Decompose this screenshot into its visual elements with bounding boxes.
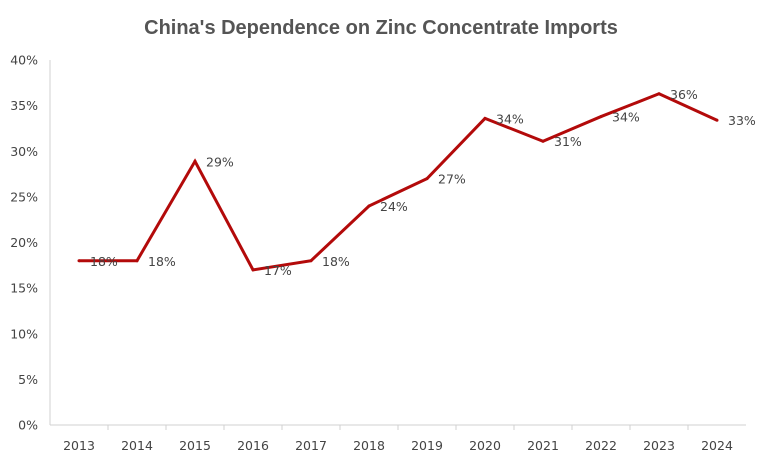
x-tick-label: 2014	[121, 438, 153, 453]
data-point	[309, 259, 313, 263]
data-point	[135, 259, 139, 263]
x-tick-label: 2023	[643, 438, 675, 453]
y-tick-label: 35%	[10, 98, 38, 113]
x-tick-label: 2018	[353, 438, 385, 453]
data-point	[599, 115, 603, 119]
x-tick-label: 2024	[701, 438, 733, 453]
data-point	[657, 92, 661, 96]
data-label: 18%	[90, 254, 118, 269]
y-tick-label: 5%	[18, 372, 38, 387]
x-tick-label: 2015	[179, 438, 211, 453]
data-label: 33%	[728, 113, 756, 128]
data-point	[367, 204, 371, 208]
y-tick-label: 20%	[10, 235, 38, 250]
data-label: 24%	[380, 199, 408, 214]
data-label: 27%	[438, 172, 466, 187]
x-tick-label: 2022	[585, 438, 617, 453]
data-label: 34%	[496, 111, 524, 126]
data-point	[715, 118, 719, 122]
data-label: 31%	[554, 134, 582, 149]
y-tick-label: 0%	[18, 418, 38, 433]
y-tick-label: 25%	[10, 189, 38, 204]
x-tick-label: 2019	[411, 438, 443, 453]
x-tick-label: 2020	[469, 438, 501, 453]
x-tick-label: 2017	[295, 438, 327, 453]
data-label: 18%	[322, 254, 350, 269]
y-tick-label: 15%	[10, 281, 38, 296]
data-point	[425, 177, 429, 181]
data-label: 17%	[264, 263, 292, 278]
y-tick-label: 30%	[10, 144, 38, 159]
x-tick-label: 2021	[527, 438, 559, 453]
data-point	[483, 116, 487, 120]
data-point	[251, 268, 255, 272]
data-label: 29%	[206, 154, 234, 169]
y-tick-label: 10%	[10, 326, 38, 341]
series-line	[79, 92, 718, 272]
x-tick-label: 2016	[237, 438, 269, 453]
data-point	[193, 159, 197, 163]
data-point	[541, 139, 545, 143]
y-tick-label: 40%	[10, 53, 38, 68]
chart-title: China's Dependence on Zinc Concentrate I…	[144, 17, 618, 39]
data-point	[77, 259, 81, 263]
x-tick-label: 2013	[63, 438, 95, 453]
data-label: 36%	[670, 87, 698, 102]
data-label: 34%	[612, 110, 640, 125]
data-label: 18%	[148, 254, 176, 269]
